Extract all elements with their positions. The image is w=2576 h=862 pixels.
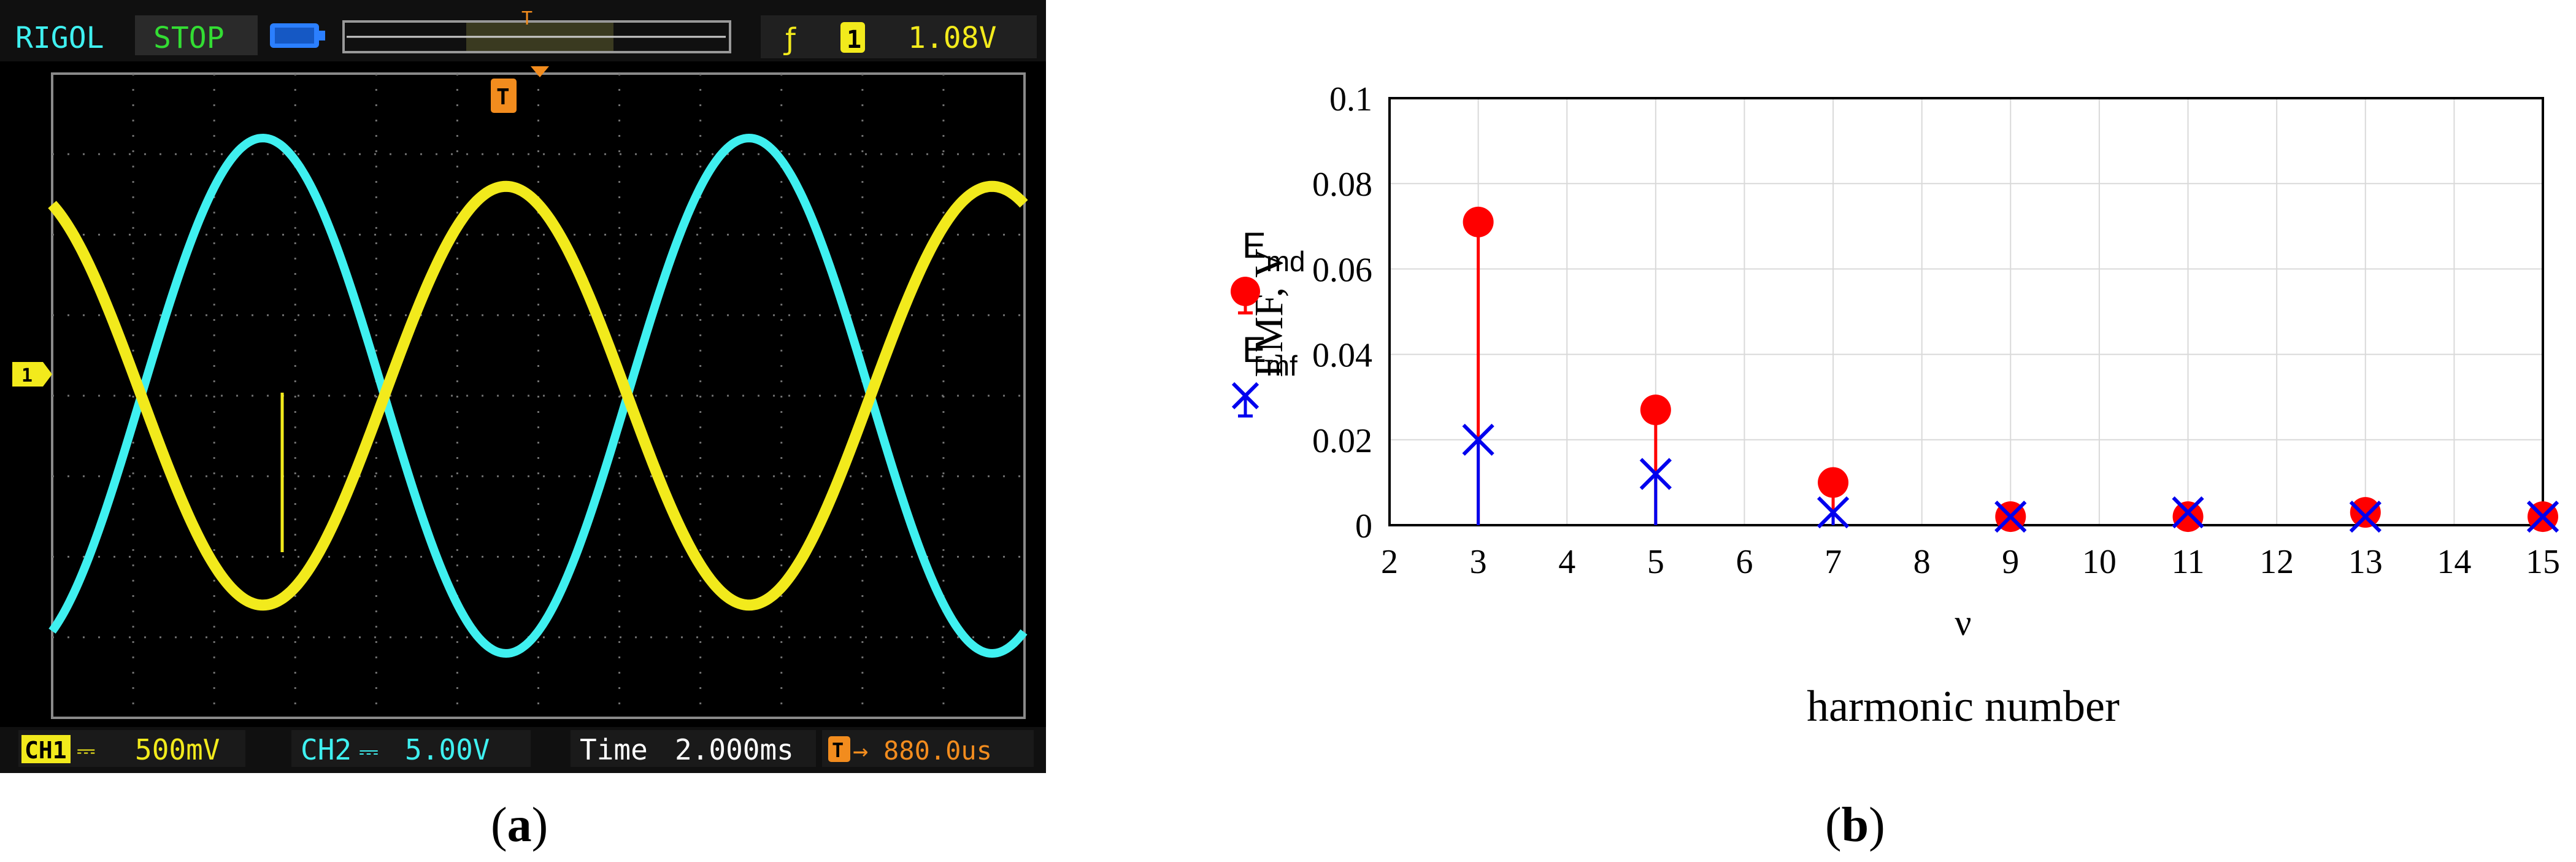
x-tick-label: 10 <box>2082 543 2117 581</box>
legend-emd-marker <box>1231 277 1260 306</box>
trigger-position-marker: T <box>521 8 533 29</box>
ch1-label: CH1 <box>25 737 67 764</box>
legend-emf-letter: E <box>1242 330 1266 370</box>
trigger-channel-label: 1 <box>847 26 861 54</box>
x-tick-label: 12 <box>2259 543 2294 581</box>
ch2-coupling-icon: ⎓ <box>359 737 379 766</box>
legend-emf-marker <box>1231 382 1259 410</box>
graticule <box>51 72 1026 719</box>
emf-point-stroke <box>2172 496 2204 529</box>
ch1-coupling-icon: ⎓ <box>77 737 95 764</box>
run-state-label: STOP <box>153 21 225 55</box>
emf-point-stroke <box>1994 500 2027 533</box>
harmonic-emf-chart: 0 0.02 0.04 0.06 0.08 0.1 2 3 4 5 6 7 8 9 10 11 12 13 14 1… <box>1231 80 2560 731</box>
legend-emd-sub: md <box>1266 245 1305 277</box>
legend-emd-letter: E <box>1242 226 1266 266</box>
emf-point <box>1639 458 1672 490</box>
trigger-offset-label: 880.0us <box>883 736 992 766</box>
legend-emd-label: Emd <box>1242 226 1305 277</box>
plot-frame <box>1388 97 2544 526</box>
emf-point-stroke <box>1639 458 1672 490</box>
ch2-scale-label: 5.00V <box>405 733 490 766</box>
emd-point <box>2350 497 2381 528</box>
y-tick-label: 0 <box>1355 507 1372 545</box>
usb-storage-icon <box>270 23 325 48</box>
emf-point <box>1462 423 1494 456</box>
y-tick-label: 0.1 <box>1329 80 1372 118</box>
caption-b-letter: b <box>1841 798 1869 852</box>
brand-label: RIGOL <box>15 21 104 55</box>
trigger-offset-icon-label: T <box>832 739 844 762</box>
x-tick-label: 7 <box>1824 543 1842 581</box>
trigger-info-box <box>761 15 1037 58</box>
emf-point <box>1817 496 1850 529</box>
emf-point-stroke <box>2349 500 2382 533</box>
x-tick-label: 6 <box>1736 543 1753 581</box>
emf-point-stroke <box>2526 500 2559 533</box>
ch1-badge <box>21 735 71 763</box>
x-axis-symbol: ν <box>1955 602 1971 643</box>
x-tick-label: 3 <box>1470 543 1487 581</box>
y-tick-label: 0.02 <box>1312 422 1372 460</box>
x-tick-labels: 2 3 4 5 6 7 8 9 10 11 12 13 14 15 <box>1381 543 2560 581</box>
legend: Emd Emf <box>1231 226 1305 418</box>
ch2-label: CH2 <box>301 733 352 766</box>
emd-point <box>2172 501 2204 533</box>
x-tick-label: 8 <box>1913 543 1931 581</box>
emf-point-stroke <box>1462 423 1494 456</box>
run-state-box <box>135 15 258 55</box>
emd-point <box>1463 206 1494 237</box>
trigger-offset-icon <box>828 736 850 762</box>
time-scale-label: 2.000ms <box>675 733 794 766</box>
legend-emf-sub: mf <box>1266 350 1298 382</box>
emf-point <box>2349 500 2382 533</box>
x-tick-label: 5 <box>1647 543 1664 581</box>
x-tick-label: 15 <box>2526 543 2560 581</box>
time-label: Time <box>580 733 648 766</box>
x-tick-label: 2 <box>1381 543 1398 581</box>
emf-point-stroke <box>1817 496 1850 529</box>
oscilloscope-panel: RIGOL STOP T ƒ 1 1.08V T 1 CH1 ⎓ 500mV C… <box>0 0 1046 773</box>
emf-point <box>1994 500 2027 533</box>
emd-point <box>1818 467 1849 498</box>
x-tick-label: 14 <box>2437 543 2471 581</box>
y-tick-labels: 0 0.02 0.04 0.06 0.08 0.1 <box>1312 80 1372 545</box>
x-tick-label: 4 <box>1558 543 1575 581</box>
memory-depth-strip <box>342 20 731 53</box>
ch1-level-label: 1 <box>21 365 33 387</box>
caption-a: (a) <box>491 798 548 852</box>
markers <box>1462 206 2559 533</box>
emf-point <box>2526 500 2559 533</box>
ch2-scale-box <box>291 730 531 767</box>
caption-b: (b) <box>1825 798 1885 852</box>
y-tick-label: 0.08 <box>1312 166 1372 204</box>
x-axis-label: harmonic number <box>1807 682 2120 731</box>
y-tick-label: 0.06 <box>1312 251 1372 289</box>
trigger-channel-badge <box>840 22 865 53</box>
emd-point <box>1640 394 1671 426</box>
x-tick-label: 11 <box>2172 543 2205 581</box>
time-scale-box <box>571 730 816 767</box>
trigger-marker-icon <box>491 66 549 113</box>
y-tick-label: 0.04 <box>1312 337 1372 375</box>
ch1-scale-label: 500mV <box>135 733 220 766</box>
y-axis-label: EMF, V <box>1247 248 1291 377</box>
rising-edge-icon: ƒ <box>783 22 796 56</box>
legend-emf-label: Emf <box>1242 330 1298 382</box>
ch2-waveform <box>48 133 1028 658</box>
x-tick-label: 9 <box>2002 543 2019 581</box>
trigger-level-label: 1.08V <box>908 21 997 55</box>
x-tick-label: 13 <box>2348 543 2383 581</box>
ch1-level-marker <box>12 362 52 387</box>
ch1-waveform <box>48 180 1028 611</box>
emf-point <box>2172 496 2204 529</box>
trigger-marker-label: T <box>496 85 510 110</box>
trigger-offset-box <box>822 730 1034 767</box>
plot-grid <box>1389 98 2543 526</box>
caption-a-letter: a <box>507 798 532 852</box>
trigger-offset-arrow: → <box>853 736 868 766</box>
